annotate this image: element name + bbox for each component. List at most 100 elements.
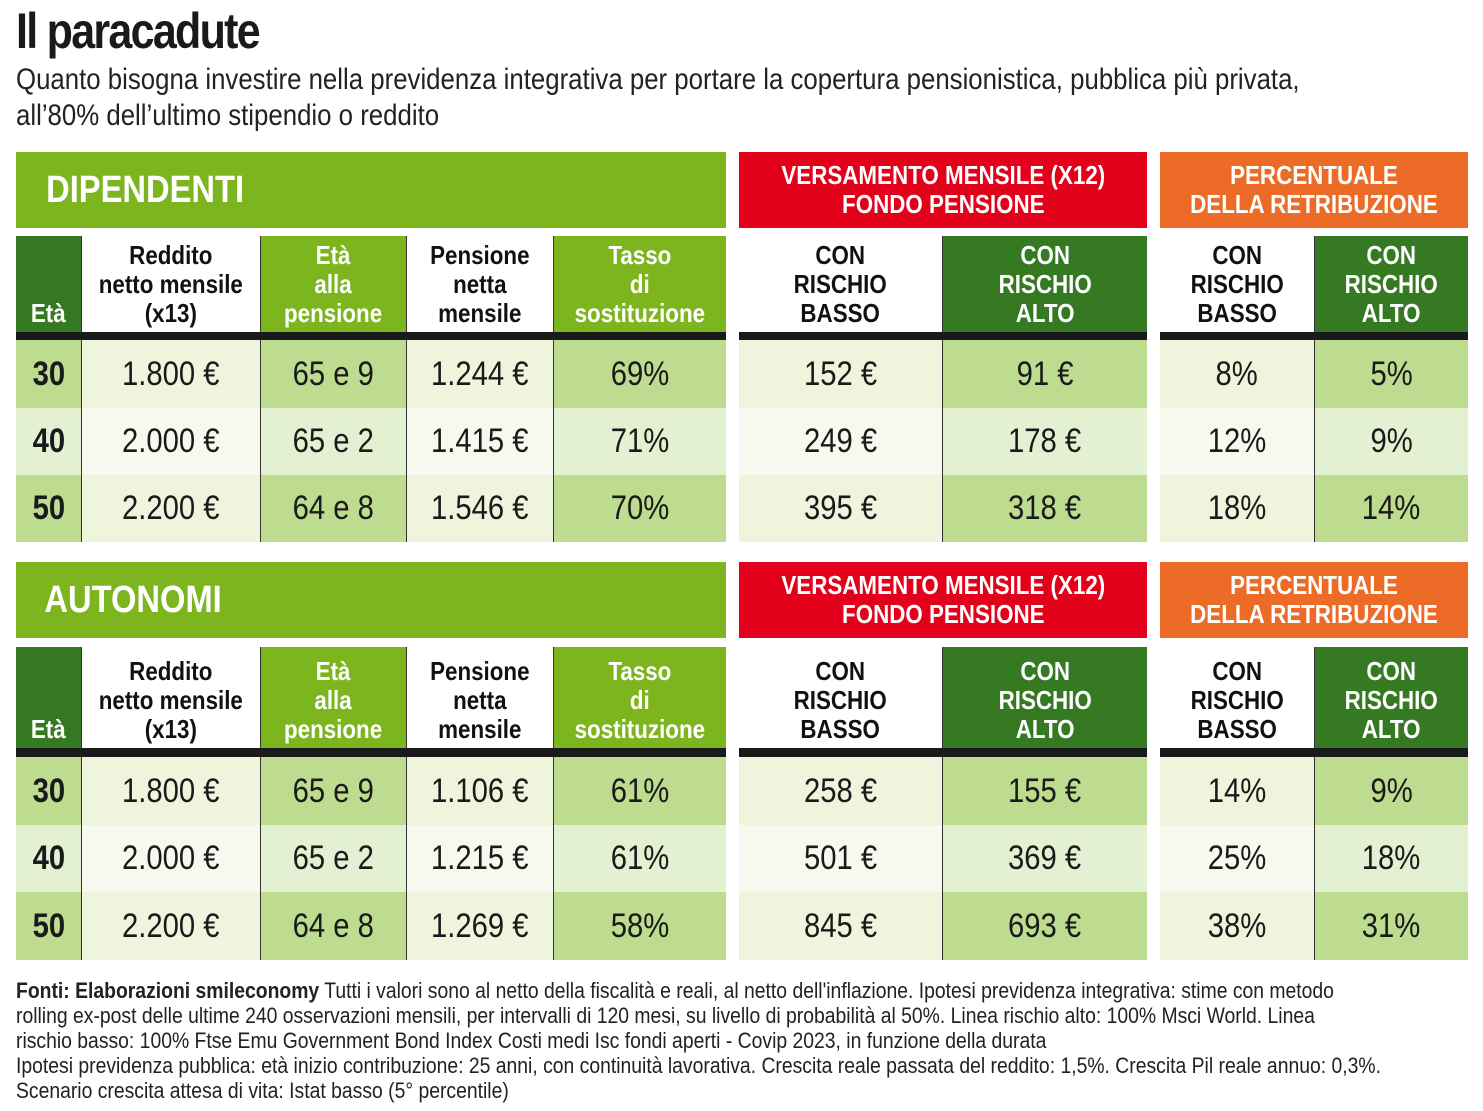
- table-cell: 71%: [554, 408, 726, 475]
- table-cell: 5%: [1315, 340, 1468, 408]
- table-cell: 1.800 €: [82, 757, 261, 825]
- table-cell-text: 65 e 2: [292, 839, 375, 877]
- column-header-text: CON RISCHIO ALTO: [1344, 656, 1439, 744]
- table-cell: 178 €: [943, 408, 1147, 475]
- table-cell-text: 65 e 9: [292, 771, 375, 810]
- table-cell: 65 e 2: [261, 408, 407, 475]
- age-cell: 40: [16, 408, 82, 475]
- table-cell: 12%: [1160, 408, 1315, 475]
- table-cell-text: 2.200 €: [122, 906, 220, 945]
- column-header: CON RISCHIO BASSO: [739, 647, 943, 748]
- table-cell-text: 693 €: [1008, 906, 1082, 945]
- table-cell: 693 €: [943, 892, 1147, 960]
- table-cell-text: 2.000 €: [122, 422, 220, 460]
- table-cell-text: 14%: [1207, 771, 1267, 810]
- column-header-text: Tasso di sostituzione: [574, 240, 706, 328]
- header-rule: [16, 748, 726, 757]
- column-header-text: CON RISCHIO BASSO: [793, 656, 888, 744]
- section-title: AUTONOMI: [16, 562, 726, 638]
- column-header: Età alla pensione: [261, 647, 407, 748]
- column-header: CON RISCHIO ALTO: [943, 236, 1147, 332]
- table-cell-text: 8%: [1215, 354, 1259, 393]
- subtitle: Quanto bisogna investire nella previdenz…: [16, 63, 1300, 132]
- table-cell: 65 e 9: [261, 340, 407, 408]
- table-cell: 845 €: [739, 892, 943, 960]
- column-header-text: Pensione netta mensile: [430, 240, 530, 328]
- table-cell-text: 61%: [610, 839, 670, 877]
- table-cell: 69%: [554, 340, 726, 408]
- table-cell: 64 e 8: [261, 475, 407, 542]
- table-cell: 395 €: [739, 475, 943, 542]
- age-cell: 30: [16, 757, 82, 825]
- table-cell-text: 65 e 9: [292, 354, 375, 393]
- column-header-text: CON RISCHIO BASSO: [1190, 656, 1284, 744]
- table-cell-text: 9%: [1370, 771, 1413, 810]
- table-cell: 1.546 €: [407, 475, 554, 542]
- age-cell-text: 50: [32, 489, 65, 527]
- percentuale-header: PERCENTUALE DELLA RETRIBUZIONE: [1160, 152, 1468, 228]
- table-cell-text: 5%: [1370, 354, 1413, 393]
- table-cell-text: 1.800 €: [122, 771, 220, 810]
- percentuale-header-text: PERCENTUALE DELLA RETRIBUZIONE: [1190, 160, 1438, 219]
- table-cell-text: 152 €: [803, 354, 878, 393]
- table-cell: 18%: [1315, 825, 1468, 892]
- table-cell: 61%: [554, 757, 726, 825]
- column-header: Tasso di sostituzione: [554, 236, 726, 332]
- column-header-text: Età: [31, 298, 66, 328]
- table-cell: 1.415 €: [407, 408, 554, 475]
- table-cell-text: 25%: [1207, 839, 1267, 877]
- table-cell: 1.215 €: [407, 825, 554, 892]
- column-header: CON RISCHIO BASSO: [1160, 236, 1315, 332]
- table-cell: 25%: [1160, 825, 1315, 892]
- percentuale-header-text: PERCENTUALE DELLA RETRIBUZIONE: [1190, 570, 1438, 629]
- table-cell-text: 1.269 €: [431, 906, 529, 945]
- column-header-text: CON RISCHIO ALTO: [998, 240, 1092, 328]
- column-header: Età: [16, 236, 82, 332]
- table-cell: 369 €: [943, 825, 1147, 892]
- versamento-header: VERSAMENTO MENSILE (X12) FONDO PENSIONE: [739, 152, 1147, 228]
- table-cell: 61%: [554, 825, 726, 892]
- column-header: Età alla pensione: [261, 236, 407, 332]
- header-rule: [1160, 332, 1468, 341]
- table-cell: 70%: [554, 475, 726, 542]
- header-rule: [739, 748, 1147, 757]
- table-cell-text: 38%: [1207, 906, 1267, 945]
- column-header: Pensione netta mensile: [407, 236, 554, 332]
- header-rule: [16, 332, 726, 341]
- table-cell: 155 €: [943, 757, 1147, 825]
- table-cell-text: 71%: [610, 422, 670, 460]
- table-cell-text: 69%: [610, 354, 670, 393]
- table-cell: 58%: [554, 892, 726, 960]
- table-cell-text: 12%: [1207, 422, 1267, 460]
- age-cell-text: 30: [32, 771, 65, 810]
- versamento-header-text: VERSAMENTO MENSILE (X12) FONDO PENSIONE: [781, 160, 1105, 219]
- column-header: Età: [16, 647, 82, 748]
- table-cell: 318 €: [943, 475, 1147, 542]
- age-cell: 30: [16, 340, 82, 408]
- table-cell: 258 €: [739, 757, 943, 825]
- table-cell-text: 1.415 €: [431, 422, 529, 460]
- column-header: Reddito netto mensile (x13): [82, 236, 261, 332]
- table-cell: 9%: [1315, 408, 1468, 475]
- table-cell: 1.244 €: [407, 340, 554, 408]
- table-cell-text: 70%: [610, 489, 670, 527]
- column-header: Reddito netto mensile (x13): [82, 647, 261, 748]
- column-header: CON RISCHIO ALTO: [1315, 236, 1468, 332]
- column-header: Tasso di sostituzione: [554, 647, 726, 748]
- table-cell: 501 €: [739, 825, 943, 892]
- column-header: CON RISCHIO BASSO: [739, 236, 943, 332]
- section-title-text: DIPENDENTI: [46, 168, 245, 211]
- column-header-text: Età alla pensione: [284, 240, 383, 328]
- table-cell: 31%: [1315, 892, 1468, 960]
- column-header: CON RISCHIO BASSO: [1160, 647, 1315, 748]
- column-header-text: Reddito netto mensile (x13): [98, 656, 244, 744]
- table-cell: 14%: [1315, 475, 1468, 542]
- table-cell: 18%: [1160, 475, 1315, 542]
- table-cell-text: 14%: [1362, 489, 1421, 527]
- table-cell-text: 155 €: [1008, 771, 1082, 810]
- column-header-text: CON RISCHIO BASSO: [1190, 240, 1284, 328]
- age-cell: 50: [16, 475, 82, 542]
- table-cell: 91 €: [943, 340, 1147, 408]
- table-cell-text: 249 €: [803, 422, 878, 460]
- table-cell: 64 e 8: [261, 892, 407, 960]
